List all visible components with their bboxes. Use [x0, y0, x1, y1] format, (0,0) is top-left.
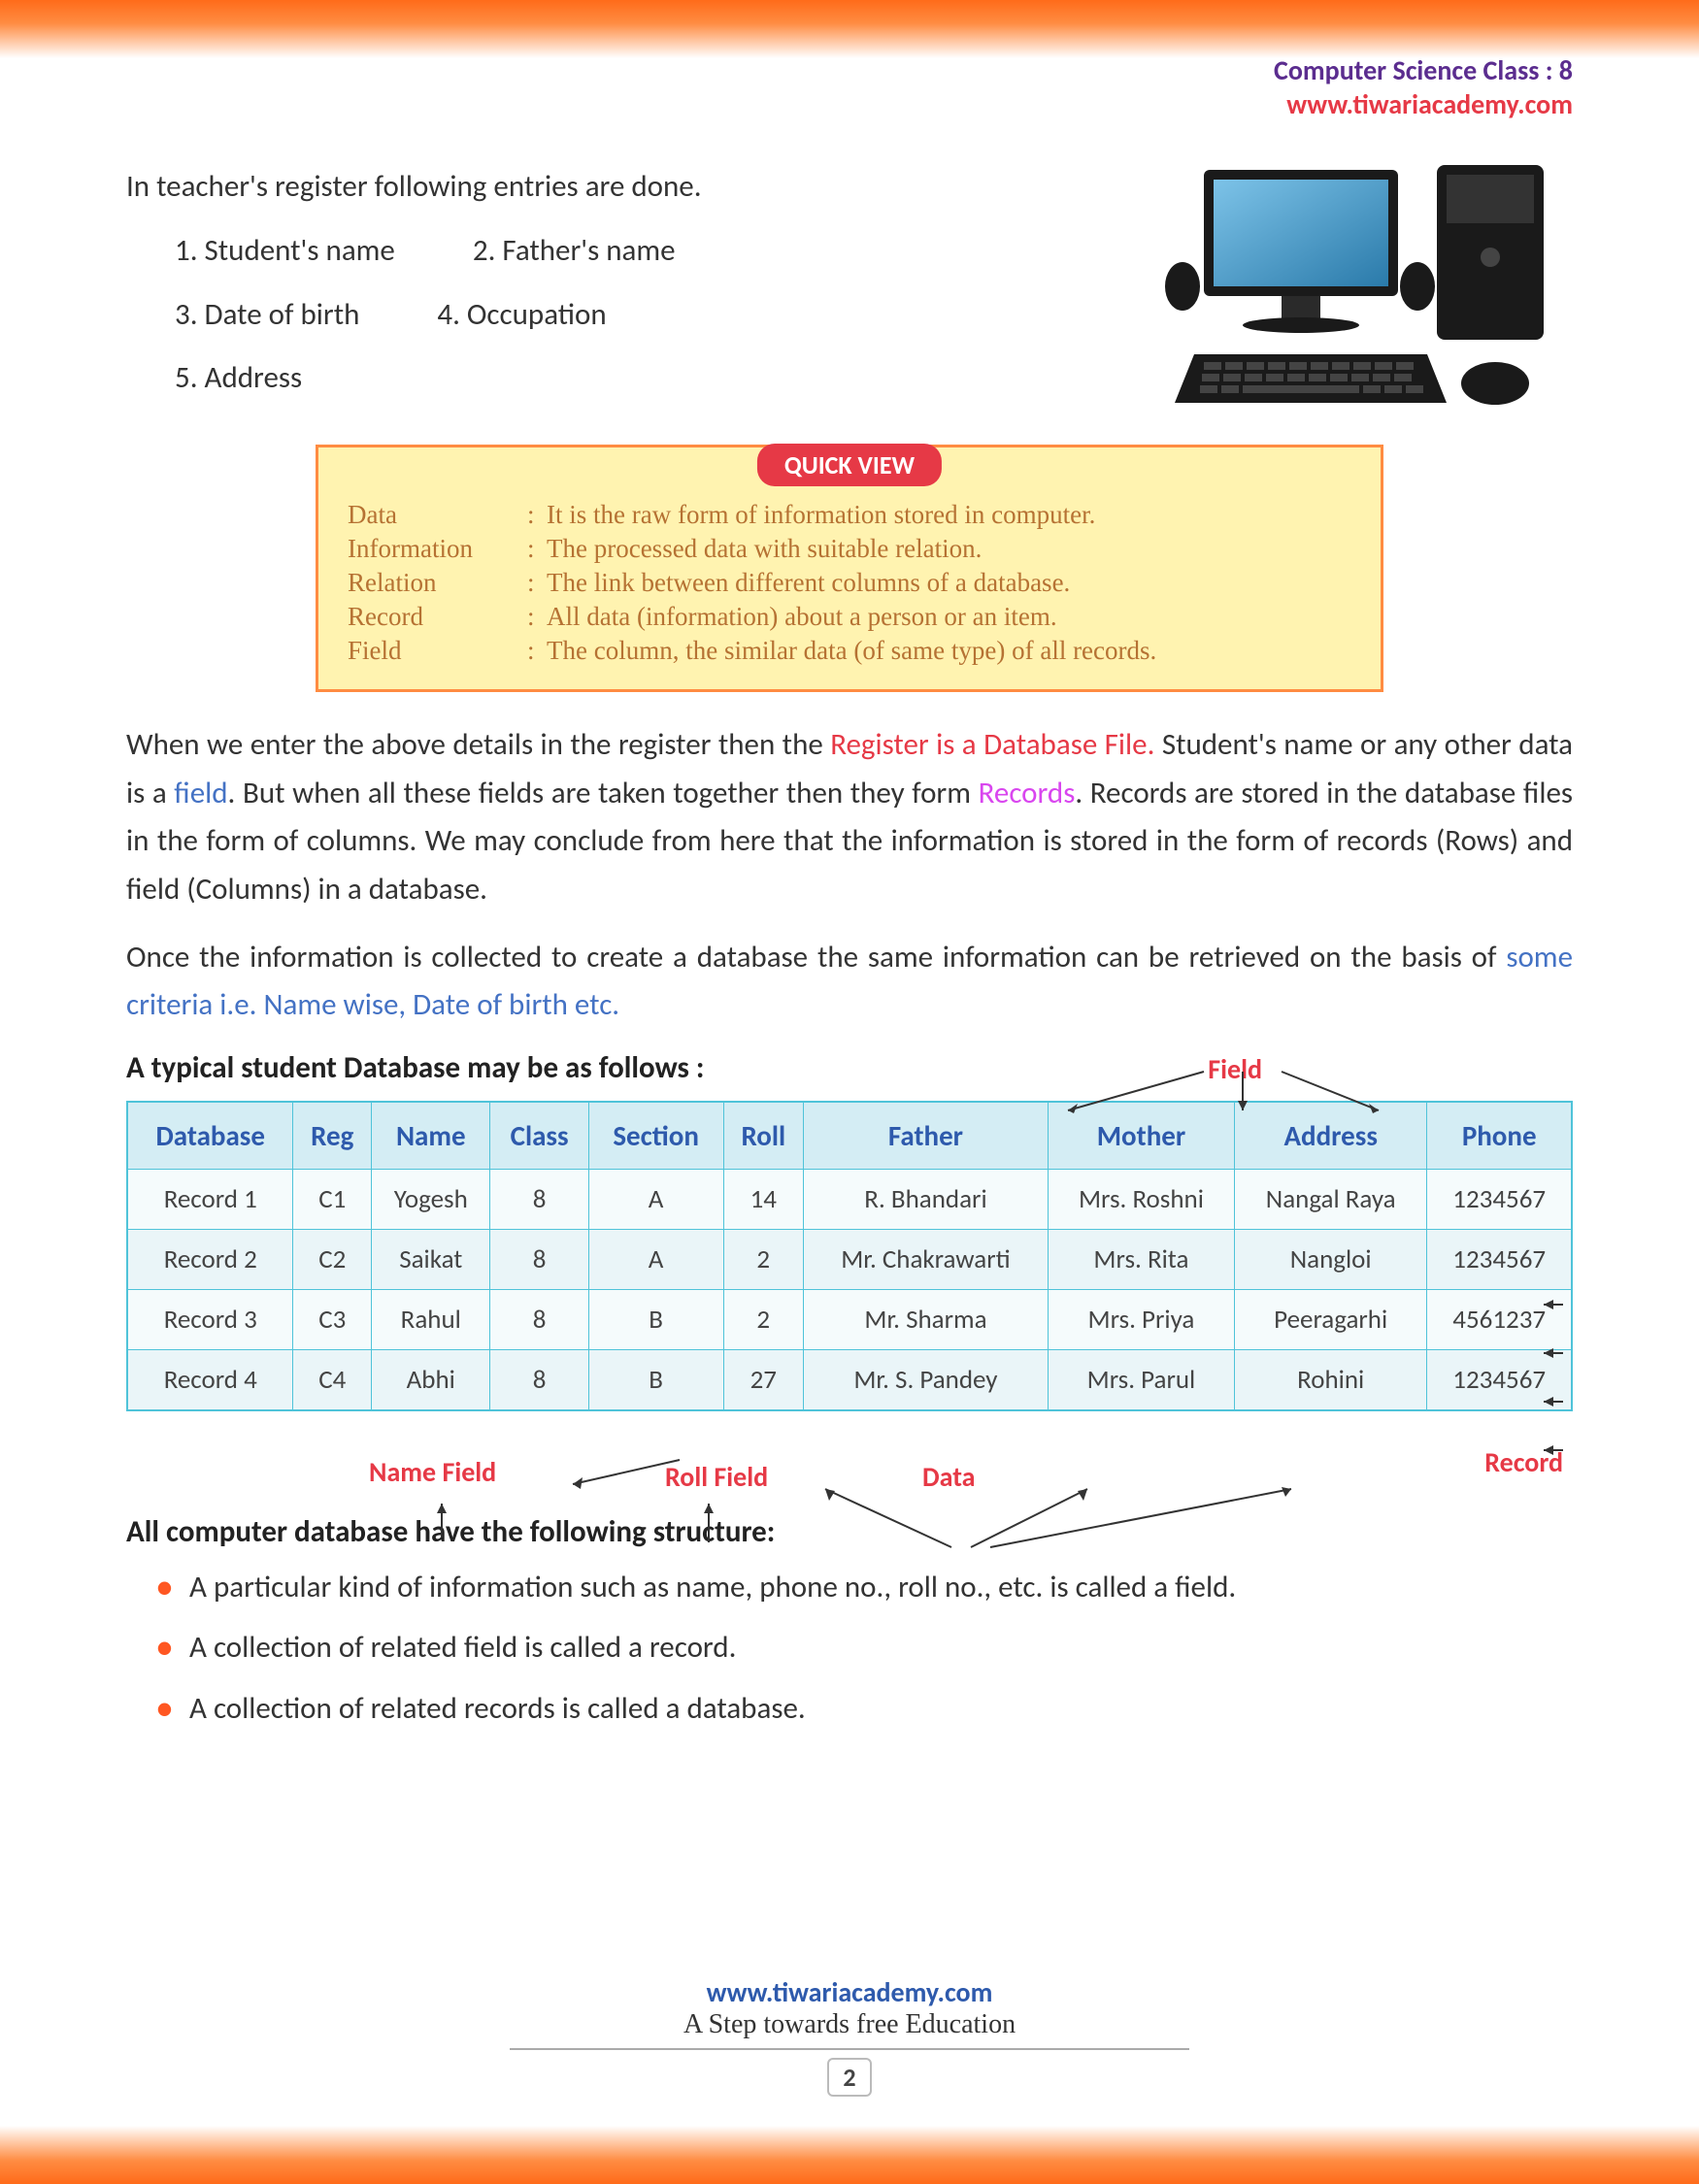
table-cell: Mrs. Priya [1048, 1289, 1234, 1349]
table-cell: B [588, 1349, 723, 1410]
top-gradient [0, 0, 1699, 58]
table-cell: C3 [293, 1289, 372, 1349]
table-cell: Nangal Raya [1234, 1169, 1426, 1229]
table-cell: Mrs. Rita [1048, 1229, 1234, 1289]
table-cell: 1234567 [1427, 1229, 1572, 1289]
def-term: Data [348, 500, 527, 530]
quickview-title: QUICK VIEW [757, 444, 942, 486]
entry-3: 3. Date of birth [175, 288, 359, 343]
def-text: The column, the similar data (of same ty… [547, 636, 1156, 666]
under-labels: Name Field Roll Field Data Record [126, 1411, 1573, 1499]
table-cell: C1 [293, 1169, 372, 1229]
table-cell: 8 [490, 1349, 588, 1410]
def-term: Relation [348, 568, 527, 598]
table-header: Reg [293, 1102, 372, 1170]
table-row: Record 2C2Saikat8A2Mr. ChakrawartiMrs. R… [127, 1229, 1572, 1289]
computer-icon [1165, 160, 1573, 413]
def-text: It is the raw form of information stored… [547, 500, 1095, 530]
record-label: Record [1484, 1445, 1563, 1479]
paragraph-2: Once the information is collected to cre… [126, 934, 1573, 1030]
bottom-gradient [0, 2126, 1699, 2184]
table-cell: Mrs. Roshni [1048, 1169, 1234, 1229]
table-cell: Record 4 [127, 1349, 293, 1410]
bullet-1: A particular kind of information such as… [155, 1565, 1573, 1610]
intro-section: In teacher's register following entries … [126, 160, 1573, 415]
table-header: Roll [723, 1102, 803, 1170]
quickview-definitions: Data:It is the raw form of information s… [348, 500, 1351, 666]
table-container: Field DatabaseRegNameClassSectionRollFat… [126, 1101, 1573, 1499]
table-cell: Rahul [372, 1289, 490, 1349]
table-cell: Saikat [372, 1229, 490, 1289]
table-cell: Yogesh [372, 1169, 490, 1229]
intro-sentence: In teacher's register following entries … [126, 160, 1126, 215]
footer-divider [510, 2048, 1189, 2050]
table-cell: Abhi [372, 1349, 490, 1410]
bullet-3: A collection of related records is calle… [155, 1686, 1573, 1732]
table-header: Class [490, 1102, 588, 1170]
site-url: www.tiwariacademy.com [1274, 87, 1573, 121]
table-cell: Peeragarhi [1234, 1289, 1426, 1349]
entry-4: 4. Occupation [437, 288, 606, 343]
table-cell: C4 [293, 1349, 372, 1410]
table-cell: B [588, 1289, 723, 1349]
table-cell: Mrs. Parul [1048, 1349, 1234, 1410]
table-cell: Record 1 [127, 1169, 293, 1229]
intro-text: In teacher's register following entries … [126, 160, 1126, 415]
entry-5: 5. Address [175, 351, 302, 406]
table-cell: 2 [723, 1289, 803, 1349]
table-header: Name [372, 1102, 490, 1170]
table-cell: Mr. Sharma [803, 1289, 1048, 1349]
page-footer: www.tiwariacademy.com A Step towards fre… [0, 1975, 1699, 2097]
page-header: Computer Science Class : 8 www.tiwariaca… [1274, 53, 1573, 121]
table-row: Record 4C4Abhi8B27Mr. S. PandeyMrs. Paru… [127, 1349, 1572, 1410]
entry-1: 1. Student's name [175, 224, 395, 279]
quickview-box: QUICK VIEW Data:It is the raw form of in… [316, 445, 1383, 692]
footer-site: www.tiwariacademy.com [0, 1975, 1699, 2009]
def-term: Information [348, 534, 527, 564]
table-cell: 14 [723, 1169, 803, 1229]
table-cell: Mr. Chakrawarti [803, 1229, 1048, 1289]
paragraph-1: When we enter the above details in the r… [126, 721, 1573, 913]
table-cell: Record 2 [127, 1229, 293, 1289]
table-header: Database [127, 1102, 293, 1170]
under-arrows-icon [126, 1499, 1573, 1567]
table-cell: C2 [293, 1229, 372, 1289]
structure-bullets: A particular kind of information such as… [155, 1565, 1573, 1732]
table-row: Record 1C1Yogesh8A14R. BhandariMrs. Rosh… [127, 1169, 1572, 1229]
def-term: Field [348, 636, 527, 666]
entries-list: 1. Student's name 2. Father's name 3. Da… [175, 224, 1126, 406]
table-cell: 8 [490, 1169, 588, 1229]
class-label: Computer Science Class : 8 [1274, 53, 1573, 87]
table-cell: Mr. S. Pandey [803, 1349, 1048, 1410]
database-table: DatabaseRegNameClassSectionRollFatherMot… [126, 1101, 1573, 1411]
def-term: Record [348, 602, 527, 632]
bullet-2: A collection of related field is called … [155, 1625, 1573, 1671]
table-cell: 8 [490, 1289, 588, 1349]
data-label: Data [922, 1460, 975, 1494]
table-cell: Rohini [1234, 1349, 1426, 1410]
table-cell: 8 [490, 1229, 588, 1289]
table-header: Section [588, 1102, 723, 1170]
table-cell: 1234567 [1427, 1169, 1572, 1229]
table-cell: R. Bhandari [803, 1169, 1048, 1229]
def-text: All data (information) about a person or… [547, 602, 1057, 632]
table-cell: A [588, 1169, 723, 1229]
field-arrows-icon [1010, 1067, 1398, 1115]
footer-slogan: A Step towards free Education [0, 2009, 1699, 2040]
table-row: Record 3C3Rahul8B2Mr. SharmaMrs. PriyaPe… [127, 1289, 1572, 1349]
roll-field-label: Roll Field [665, 1460, 768, 1494]
page-content: In teacher's register following entries … [126, 160, 1573, 1746]
table-cell: 2 [723, 1229, 803, 1289]
def-text: The link between different columns of a … [547, 568, 1070, 598]
table-cell: A [588, 1229, 723, 1289]
table-cell: 4561237 [1427, 1289, 1572, 1349]
name-field-label: Name Field [369, 1455, 496, 1489]
page-number: 2 [827, 2058, 871, 2097]
def-text: The processed data with suitable relatio… [547, 534, 982, 564]
table-cell: 27 [723, 1349, 803, 1410]
table-cell: Record 3 [127, 1289, 293, 1349]
table-cell: Nangloi [1234, 1229, 1426, 1289]
table-header: Phone [1427, 1102, 1572, 1170]
entry-2: 2. Father's name [473, 224, 676, 279]
